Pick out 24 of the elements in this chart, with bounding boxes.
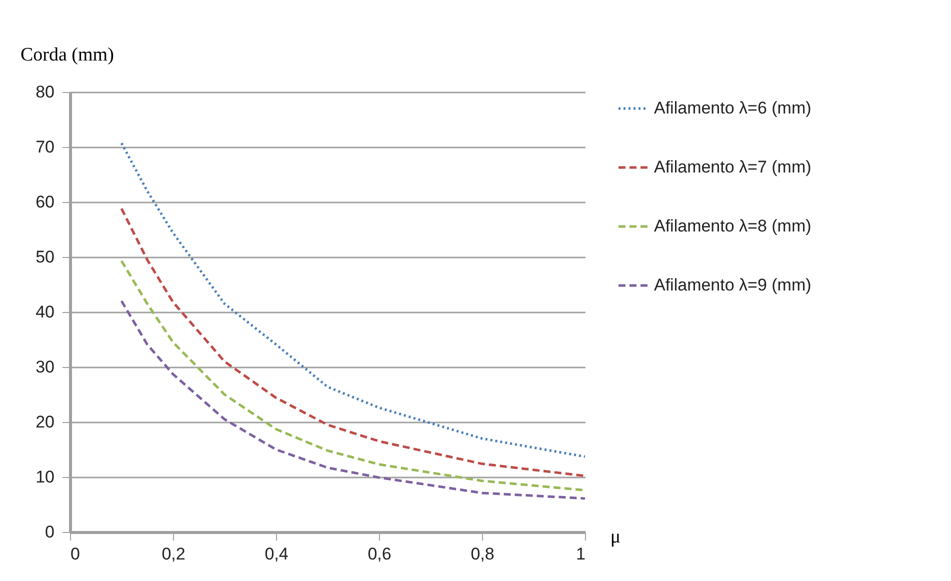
y-tick-label: 0 (45, 522, 54, 542)
legend-label: Afilamento λ=8 (mm) (654, 216, 812, 236)
line-series (120, 207, 586, 478)
x-axis-title: μ (610, 526, 621, 548)
x-tick-label: 1 (576, 544, 586, 564)
y-axis-title: Corda (mm) (20, 44, 114, 66)
y-tick-label: 20 (36, 412, 54, 432)
legend-label: Afilamento λ=7 (mm) (654, 158, 812, 176)
x-tick-label: 0,4 (264, 544, 288, 564)
y-tick-label: 70 (36, 138, 54, 156)
line-series (120, 300, 586, 500)
y-tick-label: 10 (36, 468, 54, 486)
y-tick-label: 40 (36, 302, 54, 322)
y-tick-label: 80 (36, 82, 54, 102)
legend-label: Afilamento λ=9 (mm) (654, 276, 812, 294)
x-tick-label: 0,2 (162, 544, 186, 564)
y-tick-label: 50 (36, 248, 54, 266)
x-tick-label: 0,8 (470, 544, 494, 564)
x-tick-label: 0 (70, 544, 80, 564)
y-tick-label: 30 (36, 358, 54, 376)
y-tick-label: 60 (36, 192, 54, 212)
x-tick-label: 0,6 (368, 544, 392, 564)
line-series (120, 142, 586, 458)
legend-label: Afilamento λ=6 (mm) (654, 98, 812, 118)
